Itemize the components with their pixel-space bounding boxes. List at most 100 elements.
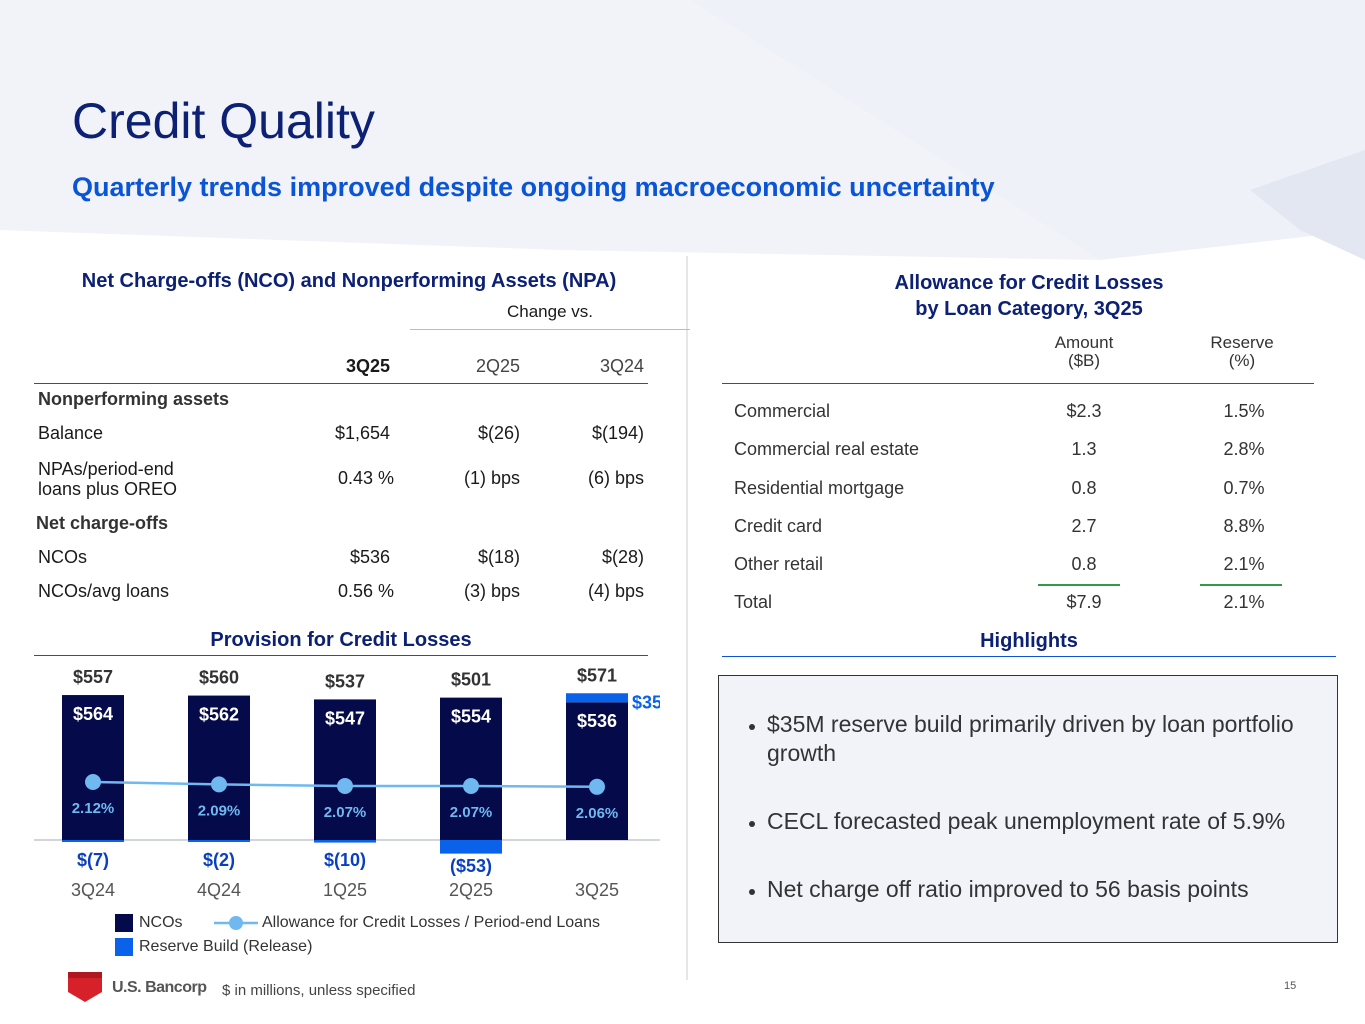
total-label: $557 bbox=[73, 667, 113, 687]
row-value-3q24: $(28) bbox=[601, 547, 644, 567]
list-item: CECL forecasted peak unemployment rate o… bbox=[767, 807, 1337, 836]
line-swatch-icon bbox=[214, 916, 258, 930]
nco-npa-table: Change vs. 3Q25 2Q25 3Q24 Nonperforming … bbox=[34, 302, 690, 612]
row-value-3q25: 0.56 % bbox=[337, 581, 394, 601]
acl-title-line2: by Loan Category, 3Q25 bbox=[915, 298, 1143, 320]
acl-table: Amount ($B) Reserve (%) Commercial $2.3 … bbox=[722, 330, 1314, 620]
allowance-pct-label: 2.07% bbox=[324, 804, 367, 821]
highlights-title: Highlights bbox=[980, 630, 1078, 652]
reserve-label: ($53) bbox=[450, 856, 492, 876]
row-reserve: 1.5% bbox=[1223, 401, 1265, 421]
row-label: Commercial bbox=[734, 401, 831, 421]
row-value-2q25: (3) bps bbox=[463, 581, 520, 601]
acl-header-rule bbox=[722, 383, 1314, 384]
shield-logo-icon bbox=[68, 972, 102, 1002]
x-tick-label: 1Q25 bbox=[323, 880, 367, 900]
row-value-3q25: $1,654 bbox=[334, 423, 390, 443]
row-label: Balance bbox=[38, 423, 104, 443]
allowance-point bbox=[337, 778, 353, 794]
legend-reserve-label: Reserve Build (Release) bbox=[139, 938, 313, 956]
row-reserve: 0.7% bbox=[1223, 478, 1265, 498]
nco-bar-label: $547 bbox=[325, 708, 365, 728]
reserve-bar bbox=[440, 840, 502, 854]
x-tick-label: 3Q24 bbox=[71, 880, 115, 900]
x-tick-label: 2Q25 bbox=[449, 880, 493, 900]
col-header-amount: Amount ($B) bbox=[1024, 334, 1144, 370]
column-divider bbox=[686, 256, 688, 980]
row-label: Total bbox=[734, 592, 773, 612]
row-reserve: 2.8% bbox=[1223, 439, 1265, 459]
col-header-reserve: Reserve (%) bbox=[1182, 334, 1302, 370]
nco-bar bbox=[62, 695, 124, 840]
nco-section-title: Net Charge-offs (NCO) and Nonperforming … bbox=[81, 270, 617, 292]
page-title: Credit Quality bbox=[72, 93, 375, 149]
provision-chart: $(7) $564 $557 3Q24 2.12% $(2) $562 $560 4Q24 2.0… bbox=[34, 665, 660, 900]
reserve-label: $(10) bbox=[324, 850, 366, 870]
row-value-3q25: $536 bbox=[349, 547, 390, 567]
legend-item-ncos: NCOs bbox=[115, 914, 183, 932]
row-amount: 1.3 bbox=[1071, 439, 1097, 459]
row-label-line2: loans plus OREO bbox=[38, 479, 178, 499]
nco-bar bbox=[188, 695, 250, 840]
total-rule-reserve bbox=[1200, 584, 1282, 586]
total-label: $537 bbox=[325, 671, 365, 691]
highlights-box: $35M reserve build primarily driven by l… bbox=[718, 675, 1338, 943]
nco-bar-label: $554 bbox=[451, 707, 491, 727]
footer-note: $ in millions, unless specified bbox=[222, 982, 416, 999]
row-reserve: 8.8% bbox=[1223, 516, 1265, 536]
row-label: NCOs/avg loans bbox=[38, 581, 170, 601]
x-tick-label: 4Q24 bbox=[197, 880, 241, 900]
legend-item-line: Allowance for Credit Losses / Period-end… bbox=[214, 914, 600, 932]
row-label: Commercial real estate bbox=[734, 439, 920, 459]
total-rule-amount bbox=[1038, 584, 1120, 586]
col-header-amount-line2: ($B) bbox=[1067, 351, 1101, 370]
list-item: $35M reserve build primarily driven by l… bbox=[767, 710, 1337, 768]
header-rule bbox=[34, 383, 648, 384]
allowance-pct-label: 2.12% bbox=[72, 800, 115, 817]
reserve-bar bbox=[566, 693, 628, 703]
row-reserve: 2.1% bbox=[1223, 592, 1265, 612]
reserve-bar bbox=[62, 840, 124, 842]
row-amount: 0.8 bbox=[1071, 554, 1097, 574]
provision-title: Provision for Credit Losses bbox=[210, 629, 472, 651]
total-label: $501 bbox=[451, 670, 491, 690]
col-header-amount-line1: Amount bbox=[1054, 333, 1114, 352]
x-tick-label: 3Q25 bbox=[575, 880, 619, 900]
allowance-point bbox=[85, 774, 101, 790]
reserve-swatch bbox=[115, 938, 133, 956]
reserve-bar bbox=[188, 840, 250, 842]
row-label: Other retail bbox=[734, 554, 824, 574]
col-header-2q25: 2Q25 bbox=[475, 356, 520, 376]
col-header-3q25: 3Q25 bbox=[345, 356, 390, 376]
row-reserve: 2.1% bbox=[1223, 554, 1265, 574]
row-label: Credit card bbox=[734, 516, 823, 536]
reserve-label: $(7) bbox=[77, 850, 109, 870]
allowance-pct-label: 2.07% bbox=[450, 804, 493, 821]
row-value-3q24: (6) bps bbox=[587, 468, 644, 488]
legend-ncos-label: NCOs bbox=[139, 914, 183, 932]
logo-text: U.S. Bancorp bbox=[112, 979, 207, 996]
total-label: $571 bbox=[577, 665, 617, 685]
row-value-3q24: $(194) bbox=[591, 423, 644, 443]
row-value-2q25: $(26) bbox=[477, 423, 520, 443]
legend-item-reserve: Reserve Build (Release) bbox=[115, 938, 312, 956]
row-value-3q25: 0.43 % bbox=[337, 468, 394, 488]
acl-section-title: Allowance for Credit Losses by Loan Cate… bbox=[722, 270, 1336, 322]
row-amount: $7.9 bbox=[1066, 592, 1102, 612]
provision-title-rule bbox=[34, 655, 648, 656]
reserve-bar bbox=[314, 840, 376, 843]
allowance-point bbox=[463, 778, 479, 794]
page-subtitle: Quarterly trends improved despite ongoin… bbox=[72, 172, 995, 202]
nco-bar-label: $562 bbox=[199, 705, 239, 725]
highlights-list: $35M reserve build primarily driven by l… bbox=[719, 710, 1337, 904]
allowance-point bbox=[211, 776, 227, 793]
total-label: $560 bbox=[199, 668, 239, 688]
change-vs-label: Change vs. bbox=[507, 302, 593, 321]
nco-bar bbox=[440, 697, 502, 840]
nco-bar bbox=[314, 699, 376, 840]
nco-bar-label: $564 bbox=[73, 704, 113, 724]
row-value-2q25: (1) bps bbox=[463, 468, 520, 488]
row-amount: 0.8 bbox=[1071, 478, 1097, 498]
reserve-label: $35 bbox=[632, 692, 660, 712]
